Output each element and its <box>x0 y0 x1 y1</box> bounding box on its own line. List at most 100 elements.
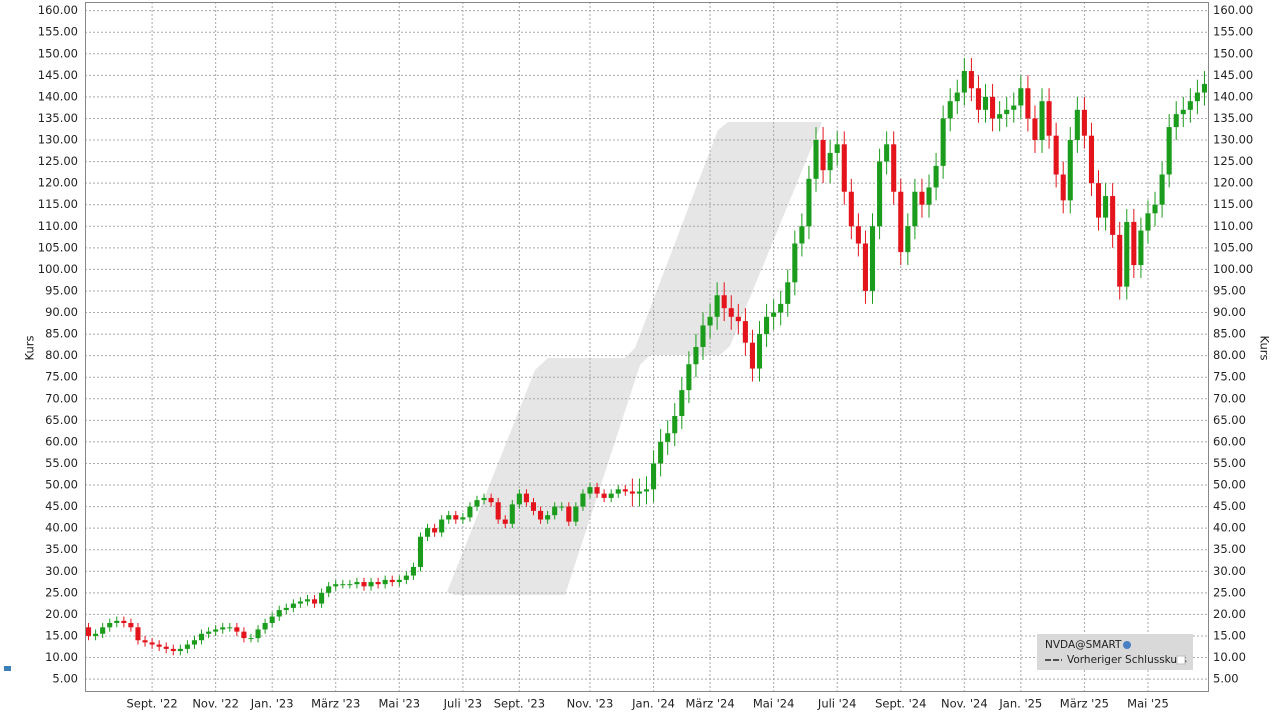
candle-body <box>156 644 162 647</box>
candle-body <box>389 579 395 583</box>
y2-tick-label: 30.00 <box>1213 564 1246 578</box>
y2-tick-label: 105.00 <box>1213 240 1253 254</box>
candle-body <box>1074 109 1080 140</box>
candle-body <box>679 390 685 416</box>
x-tick-label: Nov. '23 <box>567 697 614 711</box>
candle-body <box>1025 88 1031 119</box>
x-tick-label: März '25 <box>1060 697 1109 711</box>
candle-body <box>439 519 445 533</box>
candle-body <box>799 226 805 244</box>
candle-body <box>1173 114 1179 128</box>
candle-body <box>467 506 473 518</box>
y-tick-label: 100.00 <box>38 262 78 276</box>
candle-body <box>227 627 233 629</box>
x-tick-label: Nov. '24 <box>941 697 988 711</box>
y-tick-label: 40.00 <box>45 521 78 535</box>
y-tick-label: 115.00 <box>38 197 78 211</box>
candle-body <box>255 629 261 639</box>
candle-body <box>1088 135 1095 184</box>
candle-body <box>714 295 720 317</box>
y-tick-label: 160.00 <box>38 3 78 17</box>
legend-checkbox[interactable] <box>1176 655 1186 665</box>
y-tick-label: 95.00 <box>45 283 78 297</box>
candle-body <box>834 144 840 153</box>
candle-body <box>1067 140 1073 201</box>
candle-body <box>735 316 741 322</box>
candle-body <box>1095 183 1102 218</box>
y2-tick-label: 50.00 <box>1213 478 1246 492</box>
y2-tick-label: 160.00 <box>1213 3 1253 17</box>
legend-icon <box>1123 641 1131 649</box>
candle-body <box>1194 92 1200 102</box>
candle-body <box>354 582 360 585</box>
candle-body <box>862 243 868 291</box>
candle-body <box>1018 88 1024 106</box>
x-tick-label: Jan. '24 <box>631 697 675 711</box>
candle-body <box>1060 174 1066 201</box>
y2-tick-label: 65.00 <box>1213 413 1246 427</box>
x-tick-label: Nov. '22 <box>192 697 239 711</box>
y2-tick-label: 45.00 <box>1213 499 1246 513</box>
y-tick-label: 30.00 <box>45 564 78 578</box>
candle-body <box>898 191 904 253</box>
y2-tick-label: 95.00 <box>1213 283 1246 297</box>
candle-body <box>163 646 169 649</box>
candle-body <box>114 620 120 623</box>
y-axis-title: Kurs <box>23 336 37 361</box>
candle-body <box>1159 174 1165 205</box>
candle-body <box>1110 196 1116 235</box>
candle-body <box>1039 101 1045 140</box>
candle-body <box>665 433 671 442</box>
candle-body <box>968 71 974 89</box>
candle-body <box>269 616 275 623</box>
candle-body <box>785 282 791 304</box>
candle-body <box>396 579 402 583</box>
candle-body <box>312 599 318 604</box>
candle-body <box>573 506 579 522</box>
y-tick-label: 70.00 <box>45 391 78 405</box>
x-tick-label: Juli '24 <box>817 697 857 711</box>
y-tick-label: 35.00 <box>45 542 78 556</box>
candle-body <box>877 161 883 227</box>
candle-body <box>982 96 989 110</box>
candle-body <box>1081 109 1087 136</box>
candle-body <box>1124 221 1130 287</box>
candle-body <box>425 528 431 537</box>
candle-body <box>580 493 586 507</box>
candle-body <box>827 152 833 171</box>
candle-body <box>333 584 339 587</box>
y2-tick-label: 90.00 <box>1213 305 1246 319</box>
candle-body <box>304 599 311 602</box>
y2-tick-label: 80.00 <box>1213 348 1246 362</box>
candle-body <box>93 633 99 636</box>
y-tick-label: 10.00 <box>45 650 78 664</box>
candle-body <box>213 629 219 632</box>
candle-body <box>403 575 409 580</box>
candle-body <box>764 316 770 335</box>
candle-body <box>728 308 734 317</box>
candle-body <box>234 627 240 632</box>
candle-body <box>453 515 459 520</box>
candle-body <box>756 334 763 369</box>
candle-body <box>601 493 607 498</box>
candle-body <box>1004 109 1010 115</box>
candle-body <box>474 500 480 507</box>
candle-body <box>643 489 650 492</box>
legend-box <box>1037 634 1193 670</box>
candle-body <box>375 582 381 585</box>
candle-body <box>283 607 289 611</box>
x-tick-label: Juli '23 <box>443 697 483 711</box>
y-tick-label: 105.00 <box>38 240 78 254</box>
candle-body <box>410 566 416 576</box>
candle-body <box>742 321 748 343</box>
candle-body <box>947 101 953 119</box>
x-tick-label: März '24 <box>685 697 734 711</box>
corner-icon <box>4 666 11 671</box>
candle-body <box>417 536 424 567</box>
candle-body <box>933 165 939 188</box>
candle-body <box>538 510 544 520</box>
y-tick-label: 20.00 <box>45 607 78 621</box>
candle-body <box>170 648 176 652</box>
y-tick-label: 110.00 <box>38 219 78 233</box>
candle-body <box>319 592 325 604</box>
